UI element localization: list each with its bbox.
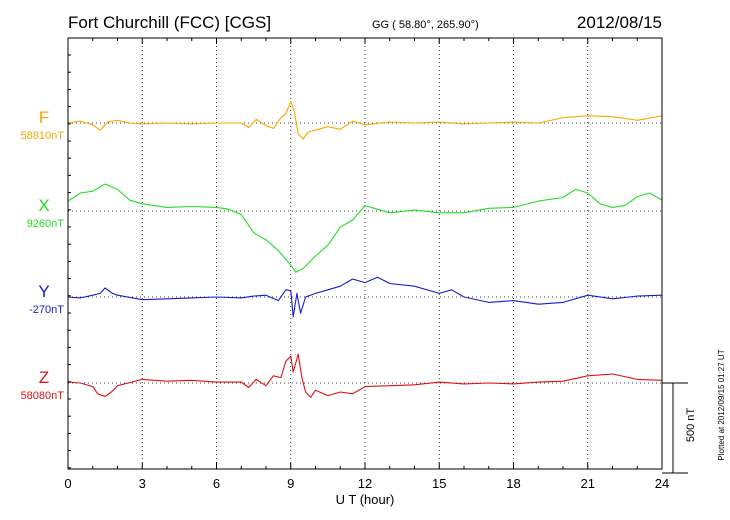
series-f-baseline: 58810nT xyxy=(21,130,65,142)
x-tick-label: 0 xyxy=(64,476,71,491)
x-tick-label: 3 xyxy=(139,476,146,491)
x-tick-label: 15 xyxy=(432,476,446,491)
x-axis-label: U T (hour) xyxy=(336,492,395,507)
grid-lines xyxy=(68,38,662,469)
series-y-line xyxy=(67,276,663,318)
chart-date: 2012/08/15 xyxy=(577,13,662,32)
series-z-name: Z xyxy=(39,368,49,387)
x-tick-label: 9 xyxy=(287,476,294,491)
scale-bar xyxy=(662,382,688,474)
series-y-baseline: -270nT xyxy=(29,304,64,316)
x-tick-label: 12 xyxy=(358,476,372,491)
series-z-line xyxy=(67,353,663,398)
series-z-baseline: 58080nT xyxy=(21,390,65,402)
series-labels: F 58810nT X 9260nT Y -270nT Z 58080nT xyxy=(21,108,65,402)
x-axis: 0 3 6 9 12 15 18 21 24 xyxy=(64,38,669,491)
x-tick-label: 6 xyxy=(213,476,220,491)
series-f-line xyxy=(67,100,663,140)
scale-bar-label: 500 nT xyxy=(685,408,697,443)
x-tick-label: 18 xyxy=(506,476,520,491)
plotted-timestamp: Plotted at 2012/09/15 01:27 UT xyxy=(717,349,726,460)
station-coordinates: GG ( 58.80°, 265.90°) xyxy=(372,19,479,31)
x-tick-label: 24 xyxy=(655,476,669,491)
series-y-name: Y xyxy=(38,282,49,301)
series-x-line xyxy=(67,183,663,273)
series-f-name: F xyxy=(39,108,49,127)
x-tick-label: 21 xyxy=(581,476,595,491)
series-x-name: X xyxy=(38,196,49,215)
series-group xyxy=(67,100,663,398)
chart-title: Fort Churchill (FCC) [CGS] xyxy=(68,13,271,32)
series-x-baseline: 9260nT xyxy=(27,218,65,230)
